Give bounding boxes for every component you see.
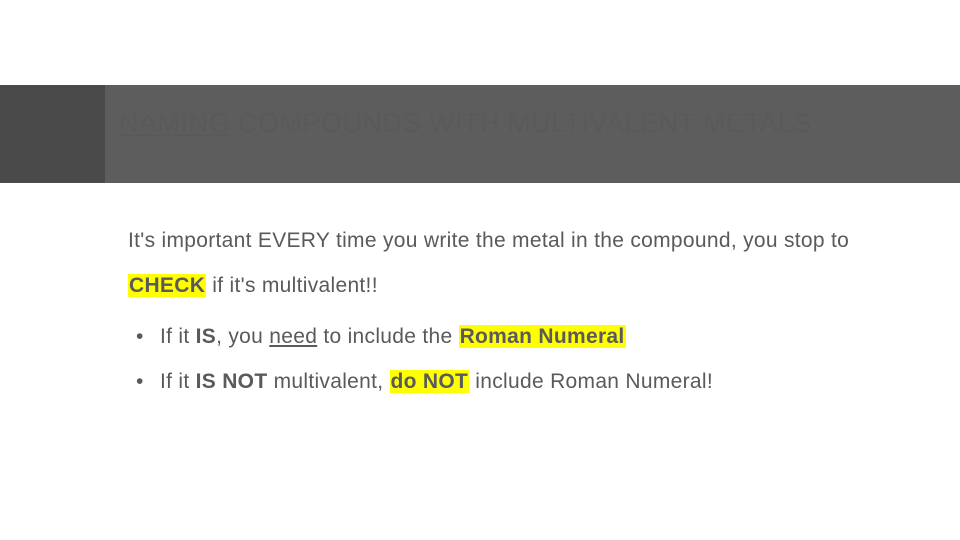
bullet-item-1: If it IS, you need to include the Roman … — [128, 314, 908, 359]
title-underlined-word: NAMING — [119, 108, 230, 138]
intro-text-post: if it's multivalent!! — [206, 274, 378, 297]
b1-pre: If it — [160, 325, 196, 348]
b2-mid: multivalent, — [267, 370, 389, 393]
slide-body: It's important EVERY time you write the … — [128, 218, 908, 405]
intro-text-pre: It's important EVERY time you write the … — [128, 229, 849, 252]
intro-check-highlight: CHECK — [128, 274, 206, 297]
b1-roman-highlight: Roman Numeral — [459, 325, 626, 348]
b1-need: need — [269, 325, 317, 348]
bullet-item-2: If it IS NOT multivalent, do NOT include… — [128, 359, 908, 404]
b2-post: include Roman Numeral! — [469, 370, 713, 393]
bullet-list: If it IS, you need to include the Roman … — [128, 314, 908, 404]
b2-isnot: IS NOT — [196, 370, 268, 393]
title-rest: COMPOUNDS WITH MULTIVALENT METALS — [230, 108, 812, 138]
b1-mid: , you — [216, 325, 269, 348]
b1-is: IS — [196, 325, 216, 348]
slide-title: NAMING COMPOUNDS WITH MULTIVALENT METALS — [119, 98, 939, 149]
b2-pre: If it — [160, 370, 196, 393]
header-accent-square — [0, 85, 105, 183]
b2-donot-highlight: do NOT — [390, 370, 470, 393]
b1-mid2: to include the — [317, 325, 458, 348]
intro-paragraph: It's important EVERY time you write the … — [128, 218, 908, 308]
